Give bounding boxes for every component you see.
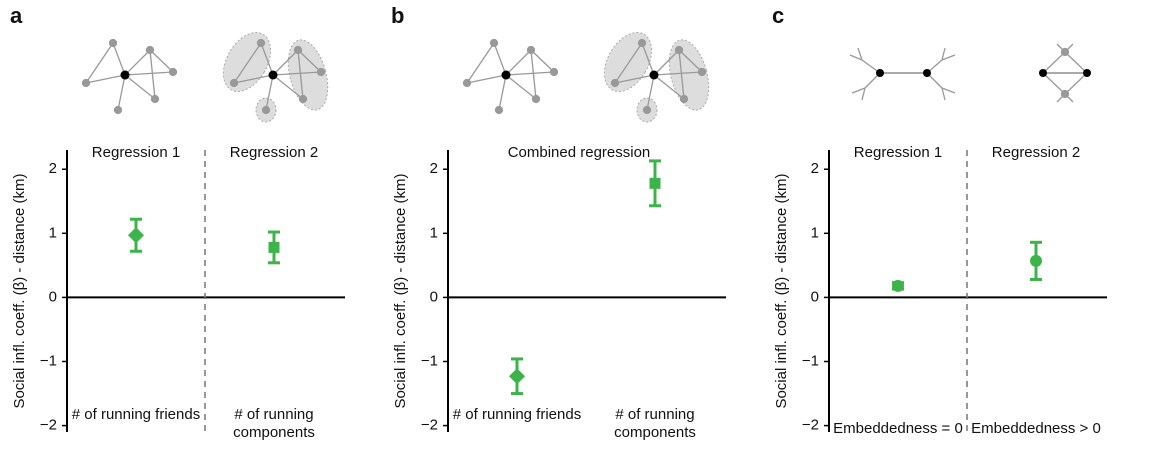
embeddedness-diagram xyxy=(849,43,1091,103)
category-label: # of running components xyxy=(614,406,696,441)
y-tick-label: 1 xyxy=(811,224,819,241)
y-tick-label: −1 xyxy=(40,352,57,369)
marker xyxy=(268,241,280,253)
y-tick-label: −2 xyxy=(40,417,57,434)
marker xyxy=(509,368,525,385)
category-label: # of running friends xyxy=(452,406,582,423)
y-tick-label: 2 xyxy=(811,160,819,177)
category-label: # of running components xyxy=(233,406,315,441)
category-label: # of running friends xyxy=(71,406,201,423)
y-tick-label: 2 xyxy=(430,160,438,177)
y-tick-label: 0 xyxy=(49,288,57,305)
region-label: Regression 2 xyxy=(230,144,318,161)
y-tick-label: −1 xyxy=(802,352,819,369)
y-tick-label: −1 xyxy=(421,352,438,369)
y-tick-label: 0 xyxy=(430,288,438,305)
y-tick-label: 1 xyxy=(49,224,57,241)
y-axis-title: Social infl. coeff. (β) - distance (km) xyxy=(392,173,409,408)
y-tick-label: 2 xyxy=(49,160,57,177)
panel-label: c xyxy=(772,3,784,28)
y-axis-title: Social infl. coeff. (β) - distance (km) xyxy=(773,173,790,408)
marker xyxy=(128,227,144,244)
region-label: Regression 1 xyxy=(92,144,180,161)
panel-label: a xyxy=(10,3,23,28)
marker xyxy=(892,279,904,292)
y-tick-label: −2 xyxy=(802,417,819,434)
y-tick-label: 0 xyxy=(811,288,819,305)
category-label: Embeddedness = 0 xyxy=(833,420,963,437)
region-label: Regression 2 xyxy=(992,144,1080,161)
region-label: Combined regression xyxy=(508,144,651,161)
y-axis-title: Social infl. coeff. (β) - distance (km) xyxy=(11,173,28,408)
marker xyxy=(649,177,661,189)
marker xyxy=(1030,254,1042,267)
panel-label: b xyxy=(391,3,404,28)
category-label: Embeddedness > 0 xyxy=(971,420,1101,437)
network-diagram xyxy=(81,38,178,115)
region-label: Regression 1 xyxy=(854,144,942,161)
network-diagram xyxy=(462,38,559,115)
y-tick-label: 1 xyxy=(430,224,438,241)
y-tick-label: −2 xyxy=(421,417,438,434)
